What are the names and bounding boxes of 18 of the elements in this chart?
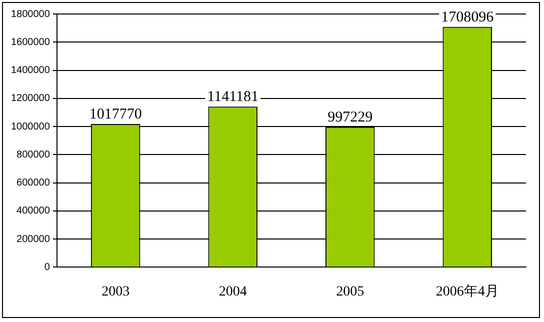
x-tick-label: 2005 xyxy=(336,284,364,300)
data-label: 997229 xyxy=(328,109,373,126)
y-tick-label: 1000000 xyxy=(10,121,50,132)
x-tick-label: 2003 xyxy=(102,284,130,300)
y-tick-label: 0 xyxy=(44,262,50,273)
y-tick-label: 200000 xyxy=(16,234,50,245)
data-label: 1017770 xyxy=(89,106,142,122)
y-tick-label: 1800000 xyxy=(10,8,50,20)
y-tick-label: 1400000 xyxy=(10,65,50,76)
x-tick-label: 2004 xyxy=(218,284,247,300)
y-tick-label: 800000 xyxy=(16,149,50,160)
x-tick-label: 2006年4月 xyxy=(436,283,499,300)
y-tick-label: 1200000 xyxy=(10,93,50,104)
y-tick-label: 400000 xyxy=(16,206,50,217)
y-tick-label: 1600000 xyxy=(10,36,50,48)
data-label: 1708096 xyxy=(441,9,494,26)
data-label: 1141181 xyxy=(207,89,259,106)
y-tick-label: 600000 xyxy=(16,178,50,189)
